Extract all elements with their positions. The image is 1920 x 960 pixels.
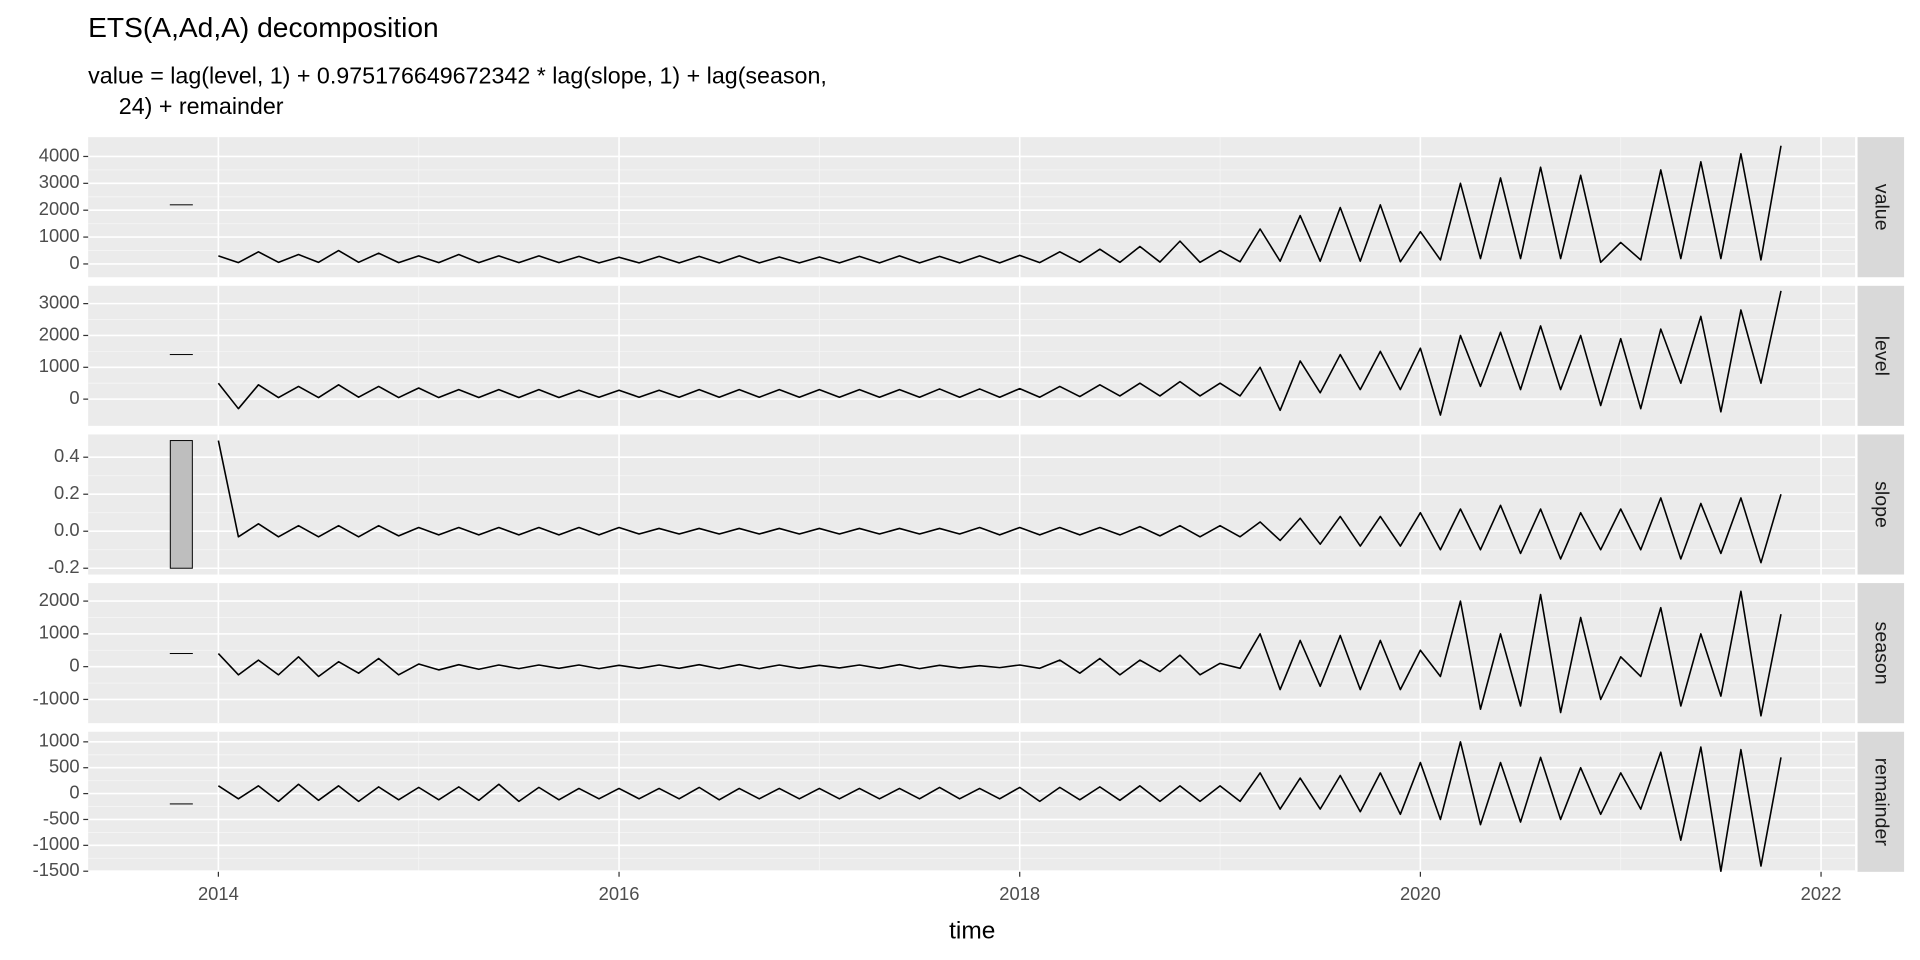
facet-label: level <box>1871 336 1893 376</box>
y-tick-label: 1000 <box>39 622 80 643</box>
facet-label: remainder <box>1871 758 1893 847</box>
x-tick-label: 2016 <box>599 883 640 904</box>
chart-title: ETS(A,Ad,A) decomposition <box>88 12 439 43</box>
y-tick-label: 1000 <box>39 355 80 376</box>
y-tick-label: 0.4 <box>54 445 80 466</box>
y-tick-label: 0 <box>69 387 79 408</box>
y-tick-label: -1500 <box>33 859 80 880</box>
y-tick-label: 3000 <box>39 291 80 312</box>
y-tick-label: 2000 <box>39 589 80 610</box>
panel-background <box>88 285 1856 426</box>
y-tick-label: 0 <box>69 252 79 273</box>
x-axis-label: time <box>949 917 995 944</box>
y-tick-label: -1000 <box>33 833 80 854</box>
x-tick-label: 2014 <box>198 883 239 904</box>
series-line <box>217 590 1782 717</box>
x-tick-label: 2020 <box>1400 883 1441 904</box>
y-tick-label: 1000 <box>39 730 80 751</box>
y-tick-label: 0 <box>69 654 79 675</box>
y-tick-label: 0.2 <box>54 482 80 503</box>
series-line <box>217 290 1782 416</box>
facet-strip <box>1857 731 1905 872</box>
panel-background <box>88 731 1856 872</box>
y-tick-label: 0 <box>69 781 79 802</box>
chart-subtitle: value = lag(level, 1) + 0.97517664967234… <box>88 62 827 88</box>
y-tick-label: -0.2 <box>48 556 80 577</box>
y-tick-label: 500 <box>49 756 80 777</box>
y-tick-label: -500 <box>43 807 80 828</box>
facet-strip <box>1857 137 1905 278</box>
facet-label: season <box>1871 622 1893 685</box>
y-tick-label: 1000 <box>39 225 80 246</box>
y-tick-label: 2000 <box>39 198 80 219</box>
series-line <box>218 145 1782 264</box>
facet-strip <box>1857 285 1905 426</box>
facet-label: slope <box>1871 481 1893 528</box>
y-tick-label: 3000 <box>39 171 80 192</box>
x-tick-label: 2022 <box>1801 883 1842 904</box>
series-line <box>217 741 1782 873</box>
y-tick-label: -1000 <box>33 687 80 708</box>
facet-strip <box>1857 434 1905 575</box>
y-tick-label: 4000 <box>39 144 80 165</box>
x-tick-label: 2018 <box>999 883 1040 904</box>
facet-strip <box>1857 583 1905 724</box>
chart-subtitle: 24) + remainder <box>119 93 284 119</box>
y-tick-label: 0.0 <box>54 519 80 540</box>
panel-background <box>88 137 1856 278</box>
panel-background <box>88 434 1856 575</box>
y-tick-label: 2000 <box>39 323 80 344</box>
series-line <box>217 440 1782 564</box>
facet-label: value <box>1871 184 1893 231</box>
scale-bar <box>169 440 193 569</box>
